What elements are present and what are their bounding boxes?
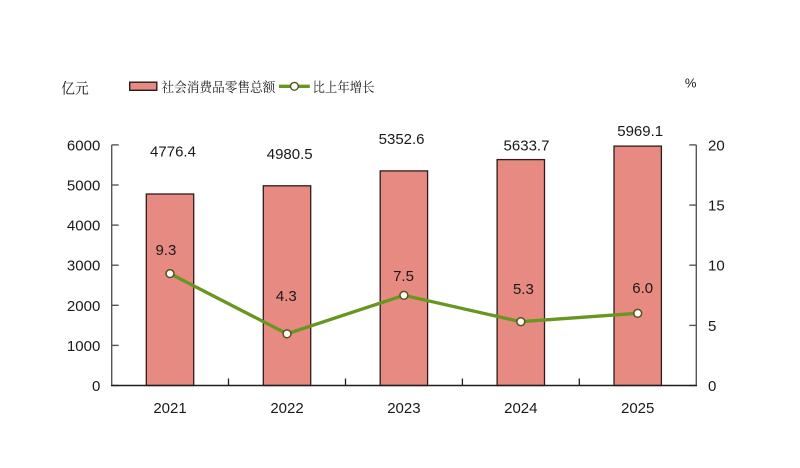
- svg-text:20: 20: [708, 137, 725, 154]
- svg-text:5: 5: [708, 318, 716, 335]
- svg-text:6.0: 6.0: [632, 280, 653, 297]
- svg-text:5352.6: 5352.6: [379, 131, 425, 148]
- svg-text:0: 0: [708, 378, 716, 395]
- svg-text:5.3: 5.3: [513, 281, 534, 298]
- svg-text:1000: 1000: [67, 338, 100, 355]
- svg-text:3000: 3000: [67, 258, 100, 275]
- svg-text:%: %: [685, 76, 697, 91]
- svg-text:5000: 5000: [67, 178, 100, 195]
- svg-text:6000: 6000: [67, 137, 100, 154]
- svg-text:4000: 4000: [67, 218, 100, 235]
- svg-text:4980.5: 4980.5: [267, 146, 313, 163]
- svg-text:10: 10: [708, 258, 725, 275]
- svg-text:9.3: 9.3: [155, 242, 176, 259]
- svg-text:2022: 2022: [270, 400, 303, 417]
- svg-text:2023: 2023: [387, 400, 420, 417]
- svg-text:2021: 2021: [153, 400, 186, 417]
- svg-text:2000: 2000: [67, 298, 100, 315]
- svg-text:7.5: 7.5: [393, 268, 414, 285]
- svg-text:4.3: 4.3: [276, 288, 297, 305]
- svg-text:2024: 2024: [504, 400, 537, 417]
- svg-text:15: 15: [708, 198, 725, 215]
- svg-text:5633.7: 5633.7: [504, 137, 550, 154]
- svg-text:5969.1: 5969.1: [617, 123, 663, 140]
- svg-text:4776.4: 4776.4: [150, 144, 196, 161]
- svg-text:2025: 2025: [621, 400, 654, 417]
- svg-text:0: 0: [92, 378, 100, 395]
